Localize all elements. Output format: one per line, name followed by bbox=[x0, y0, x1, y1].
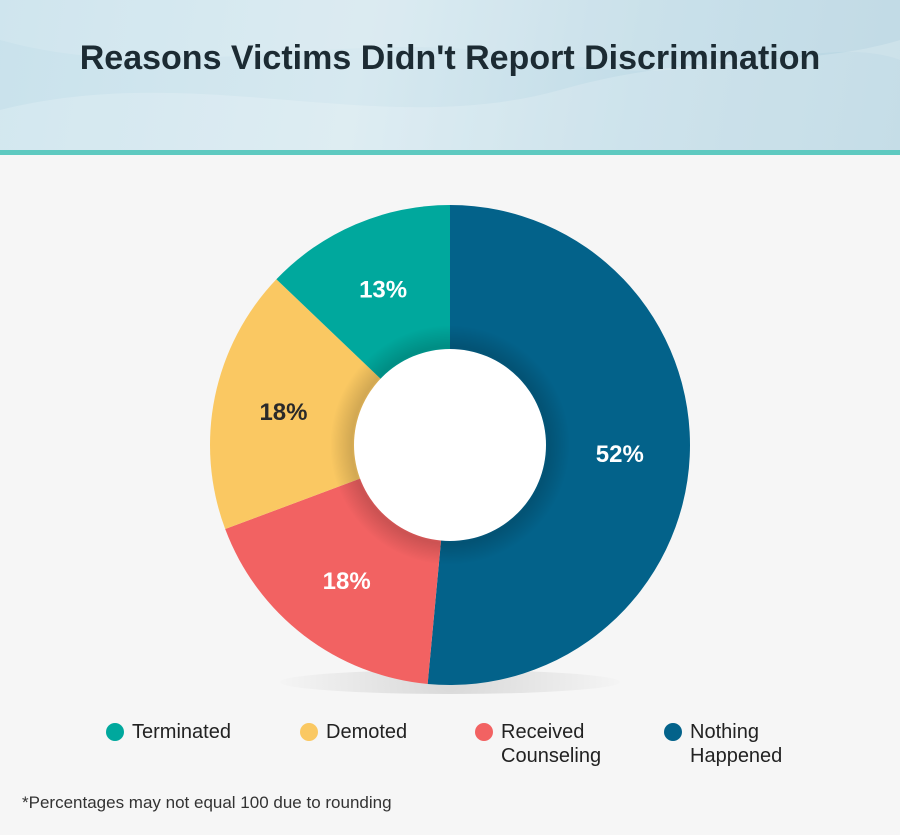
legend-item-demoted: Demoted bbox=[300, 720, 407, 744]
legend-item-nothing-happened: Nothing Happened bbox=[664, 720, 782, 768]
legend-item-terminated: Terminated bbox=[106, 720, 231, 744]
data-label-demoted: 18% bbox=[259, 399, 307, 426]
data-label-terminated: 13% bbox=[359, 277, 407, 304]
chart-legend: Terminated Demoted Received Counseling Noth… bbox=[0, 720, 900, 780]
legend-item-received-counseling: Received Counseling bbox=[475, 720, 601, 768]
header-divider bbox=[0, 150, 900, 155]
legend-label: Terminated bbox=[132, 721, 231, 743]
chart-title: Reasons Victims Didn't Report Discrimina… bbox=[79, 39, 821, 77]
legend-swatch bbox=[300, 723, 318, 741]
data-label-received-counseling: 18% bbox=[323, 568, 371, 595]
legend-swatch bbox=[475, 723, 493, 741]
data-label-nothing-happened: 52% bbox=[596, 441, 644, 468]
footnote: *Percentages may not equal 100 due to ro… bbox=[22, 793, 392, 812]
header-wave-decoration bbox=[0, 0, 900, 150]
header-banner: Reasons Victims Didn't Report Discrimina… bbox=[0, 0, 900, 150]
legend-label: Nothing Happened bbox=[690, 721, 783, 767]
donut-chart: 52% 18% 18% 13% bbox=[210, 205, 690, 694]
legend-label: Received Counseling bbox=[501, 721, 602, 767]
legend-label: Demoted bbox=[326, 721, 408, 743]
legend-swatch bbox=[106, 723, 124, 741]
legend-swatch bbox=[664, 723, 682, 741]
donut-hole bbox=[354, 349, 546, 541]
